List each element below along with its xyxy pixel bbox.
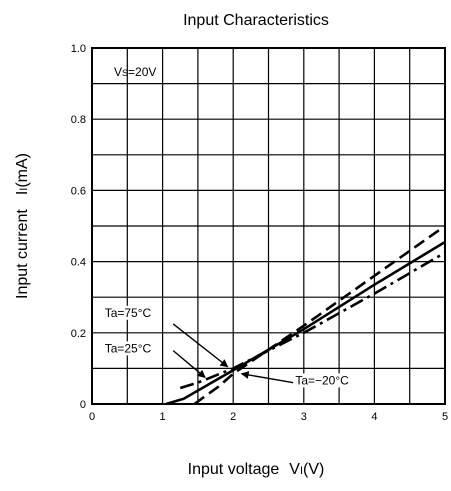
y-axis-label-text: Input current xyxy=(14,209,31,299)
x-tick-label: 4 xyxy=(371,411,377,423)
y-tick-label: 0.8 xyxy=(71,114,86,126)
annotation-label: Ta=75°C xyxy=(105,306,152,320)
annotation-label-bg xyxy=(102,305,155,320)
x-axis-label-unit: (V) xyxy=(303,461,324,478)
x-axis-label: Input voltage VI(V) xyxy=(188,461,325,478)
x-tick-label: 3 xyxy=(301,411,307,423)
annotation-leader xyxy=(172,350,206,378)
grid xyxy=(92,48,445,404)
x-tick-label: 2 xyxy=(230,411,236,423)
condition-label: VS=20V xyxy=(114,65,156,79)
condition-symbol: V xyxy=(114,65,122,79)
annotation-leader xyxy=(172,323,229,368)
series-line-ta-20-c xyxy=(193,224,446,406)
y-tick-label: 0.4 xyxy=(71,257,86,269)
series-line-ta-75-c xyxy=(179,251,446,390)
y-axis-label-subscript: I xyxy=(18,188,30,191)
x-tick-label: 1 xyxy=(160,411,166,423)
series-layer xyxy=(165,224,446,406)
plot-frame xyxy=(91,47,446,405)
x-tick-label: 0 xyxy=(89,411,95,423)
condition-value: =20V xyxy=(128,65,156,79)
y-axis-label-unit: (mA) xyxy=(14,153,31,188)
y-tick-label: 0 xyxy=(80,399,86,411)
y-axis-label-symbol: I xyxy=(14,191,31,195)
condition-subscript: S xyxy=(122,68,128,78)
annotation-label-bg xyxy=(293,373,352,388)
annotation-label: Ta=−20°C xyxy=(295,373,349,387)
chart-title: Input Characteristics xyxy=(183,12,329,29)
annotation-label: Ta=25°C xyxy=(105,341,152,355)
x-axis-label-text: Input voltage xyxy=(188,461,280,478)
x-axis-label-symbol: V xyxy=(289,461,300,478)
annotation-label-bg xyxy=(102,341,155,356)
x-tick-label: 5 xyxy=(442,411,448,423)
annotation-leader xyxy=(240,370,294,384)
annotation-layer: Ta=75°C Ta=25°C Ta=−20°C xyxy=(102,305,352,388)
y-axis-label: Input currentII(mA) xyxy=(14,153,31,299)
x-axis-label-subscript: I xyxy=(300,465,303,477)
y-tick-label: 0.2 xyxy=(71,328,86,340)
tick-labels: 0 1 2 3 4 5 0 0.2 0.4 0.6 0.8 1.0 xyxy=(71,43,448,423)
y-tick-label: 0.6 xyxy=(71,185,86,197)
y-tick-label: 1.0 xyxy=(71,43,86,55)
